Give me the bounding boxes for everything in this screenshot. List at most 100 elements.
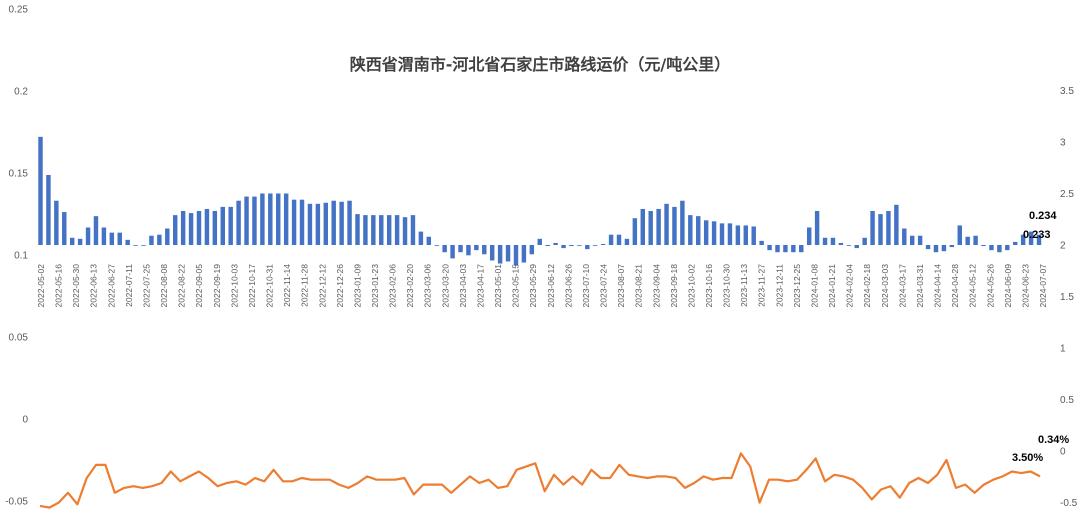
bar — [973, 235, 978, 245]
x-tick-label: 2023-05-29 — [528, 264, 538, 308]
bar — [799, 245, 804, 253]
bar — [886, 211, 891, 245]
bar — [830, 237, 836, 245]
line-path — [39, 452, 1041, 509]
bar — [997, 245, 1002, 253]
bar — [85, 227, 91, 245]
bar — [458, 245, 463, 253]
x-tick-label: 2023-12-25 — [792, 264, 802, 308]
data-label: 0.234 — [1029, 210, 1057, 222]
right-tick-label: -0.5 — [1060, 498, 1078, 509]
bar — [466, 245, 471, 256]
bar — [680, 200, 685, 245]
bar — [394, 215, 400, 245]
bar — [759, 240, 764, 245]
x-tick-label: 2024-02-04 — [845, 264, 855, 308]
bar — [165, 228, 170, 245]
x-tick-label: 2023-01-09 — [352, 264, 362, 308]
bar — [220, 206, 225, 245]
bar — [196, 211, 202, 245]
bar — [125, 239, 130, 245]
bar — [117, 232, 122, 245]
right-axis: 3.5 3 2.5 2 1.5 1 0.5 0 -0.5 — [1060, 86, 1078, 509]
bar — [46, 174, 51, 245]
bar — [347, 200, 352, 245]
x-tick-label: 2023-02-20 — [405, 264, 415, 308]
x-axis: 2022-05-02 2022-05-16 2022-05-30 2022-06-13… — [36, 264, 1048, 308]
bar — [593, 245, 598, 246]
bar — [109, 232, 115, 245]
x-tick-label: 2022-10-03 — [229, 264, 239, 308]
x-tick-label: 2023-10-02 — [686, 264, 696, 308]
bar — [244, 196, 249, 245]
bar — [585, 245, 590, 250]
bar — [379, 215, 384, 245]
x-tick-label: 2023-10-16 — [704, 264, 714, 308]
bar — [854, 245, 859, 249]
bar — [38, 136, 43, 245]
x-tick-label: 2022-12-12 — [317, 264, 327, 308]
x-tick-label: 2023-10-30 — [722, 264, 732, 308]
bar — [553, 242, 558, 245]
bar — [482, 245, 487, 255]
bar — [363, 215, 368, 245]
bar — [925, 245, 931, 250]
bar — [672, 206, 677, 245]
x-tick-label: 2023-03-06 — [423, 264, 433, 308]
bar — [426, 236, 432, 245]
bar — [402, 217, 408, 245]
left-tick-label: -0.05 — [5, 497, 28, 508]
bar — [497, 245, 503, 264]
right-tick-label: 0 — [1060, 447, 1066, 458]
bar — [711, 221, 717, 245]
left-axis: 0.40.350.30.250.20.150.10.050-0.05 — [5, 5, 28, 508]
right-tick-label: 0.5 — [1060, 395, 1074, 406]
x-tick-label: 2023-06-26 — [563, 264, 573, 308]
bar — [688, 215, 693, 245]
bar — [933, 245, 939, 253]
bar — [331, 200, 336, 245]
right-tick-label: 1 — [1060, 344, 1066, 355]
bar — [957, 225, 962, 245]
x-tick-label: 2024-01-21 — [827, 264, 837, 308]
x-tick-label: 2024-05-26 — [985, 264, 995, 308]
bar — [291, 199, 297, 245]
x-tick-label: 2023-05-15 — [511, 264, 521, 308]
x-tick-label: 2022-09-05 — [194, 264, 204, 308]
line-series — [39, 452, 1041, 509]
bar — [1005, 245, 1010, 251]
bar — [640, 208, 645, 245]
x-tick-label: 2024-01-08 — [810, 264, 820, 308]
bar — [489, 245, 495, 261]
bar — [949, 245, 955, 248]
bar — [101, 227, 107, 245]
bar — [656, 208, 661, 245]
bar — [236, 200, 241, 245]
x-tick-label: 2024-04-28 — [950, 264, 960, 308]
bar — [371, 215, 376, 245]
bar — [616, 234, 622, 245]
x-tick-label: 2024-06-09 — [1003, 264, 1013, 308]
x-tick-label: 2023-01-23 — [370, 264, 380, 308]
x-tick-label: 2023-09-04 — [651, 264, 661, 308]
bar — [537, 238, 542, 245]
bar — [917, 235, 923, 245]
x-tick-label: 2022-08-22 — [177, 264, 187, 308]
bar — [838, 242, 844, 245]
bar — [157, 234, 162, 245]
bar — [252, 196, 257, 245]
right-tick-label: 1.5 — [1060, 292, 1074, 303]
x-tick-label: 2024-06-23 — [1020, 264, 1030, 308]
bar — [323, 202, 329, 245]
bar — [442, 245, 447, 253]
bar — [410, 215, 416, 245]
bar — [775, 245, 780, 253]
x-tick-label: 2022-05-16 — [54, 264, 64, 308]
x-tick-label: 2022-12-26 — [335, 264, 345, 308]
x-tick-label: 2022-06-27 — [106, 264, 116, 308]
bar — [276, 193, 281, 245]
bar — [474, 245, 479, 251]
data-label: 0.233 — [1023, 229, 1051, 241]
bar — [806, 227, 812, 245]
